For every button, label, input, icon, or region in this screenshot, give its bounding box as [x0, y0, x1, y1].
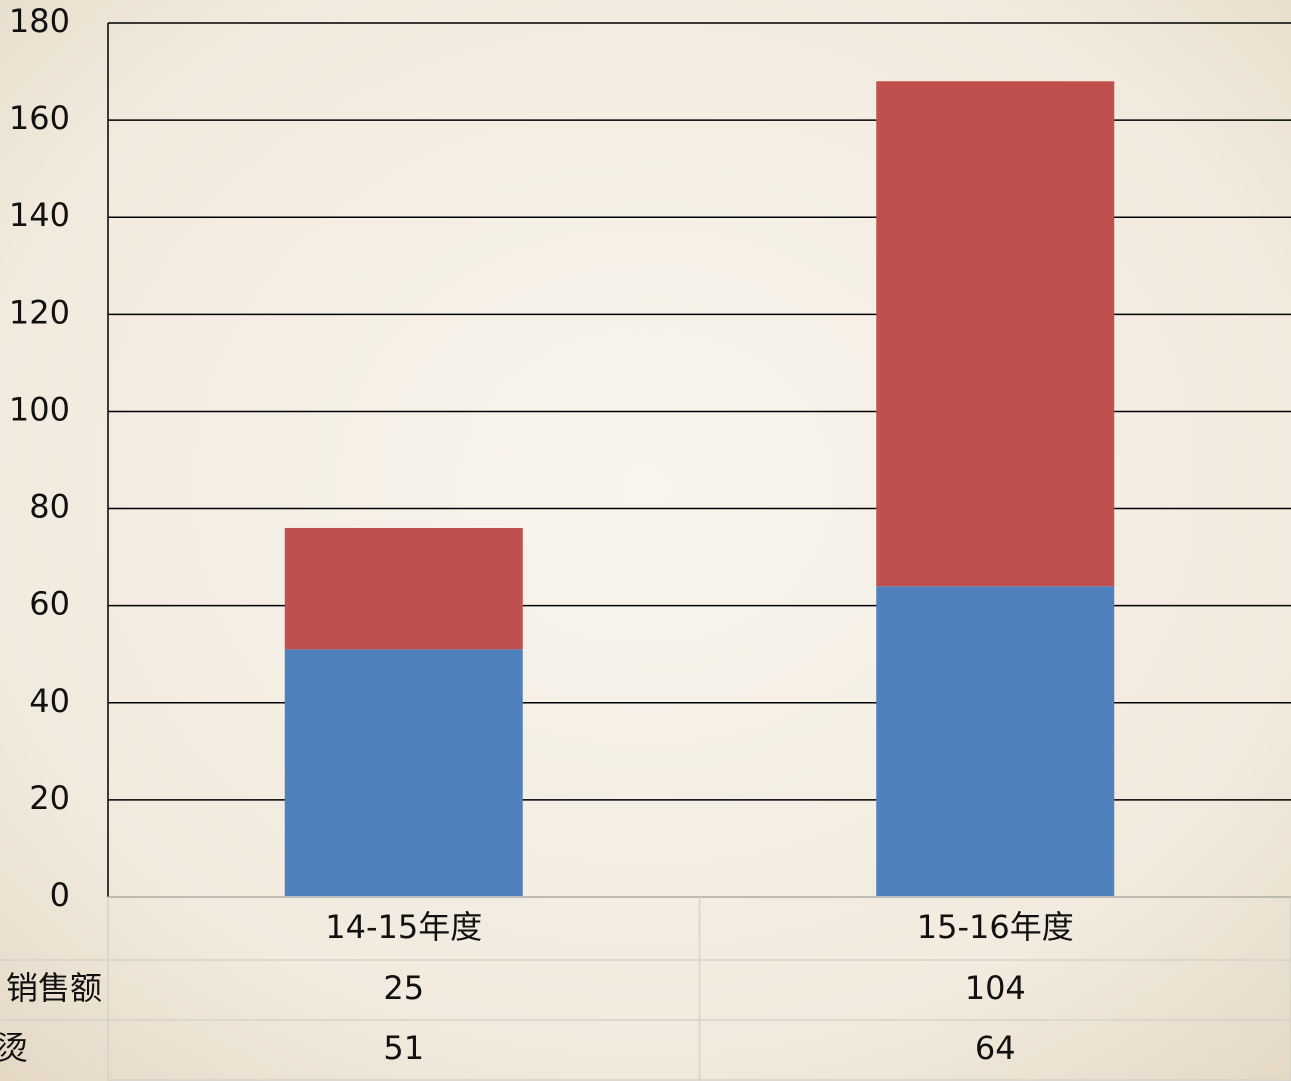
y-tick-label: 0 — [50, 876, 70, 914]
page: 0 20 40 60 80 100 120 140 160 180 14-15年度 15-16年度销售… — [0, 0, 1291, 1081]
y-tick-label: 40 — [29, 682, 70, 720]
table-value: 25 — [383, 969, 424, 1007]
y-tick-label: 180 — [9, 2, 70, 40]
table-value: 51 — [383, 1029, 424, 1067]
y-tick-label: 100 — [9, 390, 70, 428]
table-value: 64 — [975, 1029, 1016, 1067]
y-tick-label: 80 — [29, 488, 70, 526]
y-tick-label: 120 — [9, 293, 70, 331]
table-value: 104 — [965, 969, 1026, 1007]
bar-segment — [876, 586, 1114, 897]
legend-label: 销售额 — [6, 969, 102, 1007]
bar-segment — [285, 649, 523, 897]
chart: 0 20 40 60 80 100 120 140 160 180 14-15年度 15-16年度销售… — [0, 0, 1291, 1081]
bar-segment — [876, 81, 1114, 586]
y-tick-label: 60 — [29, 585, 70, 623]
legend-label: 烫 — [0, 1029, 28, 1067]
y-tick-label: 20 — [29, 779, 70, 817]
x-tick-label: 14-15年度 — [325, 908, 482, 946]
y-tick-label: 160 — [9, 99, 70, 137]
x-tick-label: 15-16年度 — [917, 908, 1074, 946]
bar-segment — [285, 528, 523, 649]
y-tick-label: 140 — [9, 196, 70, 234]
